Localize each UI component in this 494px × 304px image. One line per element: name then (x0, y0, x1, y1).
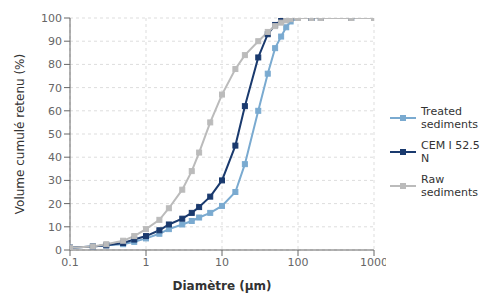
svg-text:10: 10 (215, 256, 229, 269)
svg-text:20: 20 (48, 198, 62, 211)
svg-text:0: 0 (55, 244, 62, 257)
svg-text:70: 70 (48, 82, 62, 95)
svg-text:1: 1 (143, 256, 150, 269)
svg-text:60: 60 (48, 105, 62, 118)
svg-text:40: 40 (48, 151, 62, 164)
svg-text:10: 10 (48, 221, 62, 234)
svg-text:1000: 1000 (360, 256, 386, 269)
svg-text:100: 100 (288, 256, 309, 269)
html-text:Raw sediments: Raw sediments (421, 173, 478, 199)
svg-text:Diamètre (μm): Diamètre (μm) (172, 279, 271, 293)
svg-text:Volume cumulé retenu (%): Volume cumulé retenu (%) (13, 54, 27, 214)
svg-text:0.1: 0.1 (61, 256, 79, 269)
svg-text:30: 30 (48, 174, 62, 187)
html-text:CEM I 52.5 N: CEM I 52.5 N (421, 139, 480, 165)
svg-text:90: 90 (48, 35, 62, 48)
html-text:Treated sediments: Treated sediments (421, 105, 478, 131)
svg-text:80: 80 (48, 58, 62, 71)
svg-text:50: 50 (48, 128, 62, 141)
svg-text:100: 100 (41, 12, 62, 25)
